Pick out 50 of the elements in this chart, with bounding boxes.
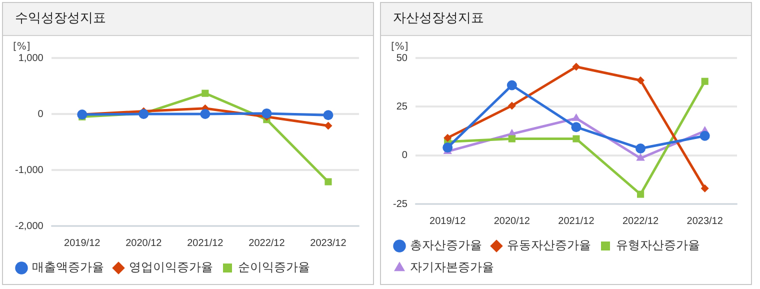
chart-title: 자산성장성지표 (381, 3, 751, 36)
point (508, 135, 516, 142)
point (324, 122, 332, 130)
y-tick-label: 0 (402, 150, 408, 162)
point (200, 109, 210, 119)
y-tick-label: 50 (396, 52, 408, 64)
legend-label: 유동자산증가율 (507, 238, 591, 252)
y-tick-label: 25 (396, 101, 408, 112)
x-tick-label: 2021/12 (558, 216, 595, 227)
point (636, 76, 645, 84)
y-tick-label: -1,000 (14, 164, 44, 176)
x-tick-label: 2019/12 (64, 238, 101, 249)
legend-label: 총자산증가율 (410, 238, 482, 252)
point (572, 135, 580, 142)
point (323, 110, 334, 120)
legend-label: 순이익증가율 (238, 260, 310, 274)
x-tick-label: 2020/12 (494, 216, 530, 227)
y-tick-label: 1,000 (18, 52, 44, 64)
point (571, 122, 582, 132)
point (442, 142, 453, 153)
x-tick-label: 2019/12 (430, 216, 466, 227)
y-axis-title: [%] (391, 42, 408, 53)
legend-label: 유형자산증가율 (616, 238, 700, 252)
point (202, 90, 209, 97)
x-tick-label: 2022/12 (622, 216, 660, 227)
y-axis-title: [%] (13, 42, 30, 53)
x-tick-label: 2022/12 (248, 238, 286, 249)
y-tick-label: -2,000 (14, 220, 44, 232)
x-tick-label: 2023/12 (310, 238, 347, 249)
y-tick-label: 0 (38, 108, 44, 120)
point (636, 153, 645, 161)
point (637, 190, 644, 198)
point (636, 144, 646, 154)
point (444, 134, 452, 142)
point (506, 80, 517, 90)
y-tick-label: -25 (393, 198, 408, 210)
point (701, 78, 708, 85)
legend-label: 영업이익증가율 (129, 260, 213, 274)
legend-label: 매출액증가율 (32, 260, 104, 274)
point (262, 108, 272, 118)
point (508, 102, 516, 110)
x-tick-label: 2021/12 (187, 238, 224, 249)
x-tick-label: 2023/12 (686, 216, 724, 227)
x-tick-label: 2020/12 (126, 238, 162, 249)
chart-title: 수익성장성지표 (3, 3, 373, 36)
point (700, 130, 710, 141)
point (324, 178, 332, 186)
point (700, 184, 709, 192)
legend-label: 자기자본증가율 (410, 260, 494, 274)
point (572, 62, 580, 71)
